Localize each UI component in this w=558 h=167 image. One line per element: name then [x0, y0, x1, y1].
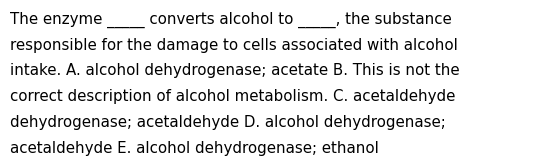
Text: acetaldehyde E. alcohol dehydrogenase; ethanol: acetaldehyde E. alcohol dehydrogenase; e…: [10, 141, 379, 156]
Text: The enzyme _____ converts alcohol to _____, the substance: The enzyme _____ converts alcohol to ___…: [10, 12, 452, 28]
Text: dehydrogenase; acetaldehyde D. alcohol dehydrogenase;: dehydrogenase; acetaldehyde D. alcohol d…: [10, 115, 446, 130]
Text: responsible for the damage to cells associated with alcohol: responsible for the damage to cells asso…: [10, 38, 458, 53]
Text: correct description of alcohol metabolism. C. acetaldehyde: correct description of alcohol metabolis…: [10, 89, 455, 104]
Text: intake. A. alcohol dehydrogenase; acetate B. This is not the: intake. A. alcohol dehydrogenase; acetat…: [10, 63, 460, 78]
